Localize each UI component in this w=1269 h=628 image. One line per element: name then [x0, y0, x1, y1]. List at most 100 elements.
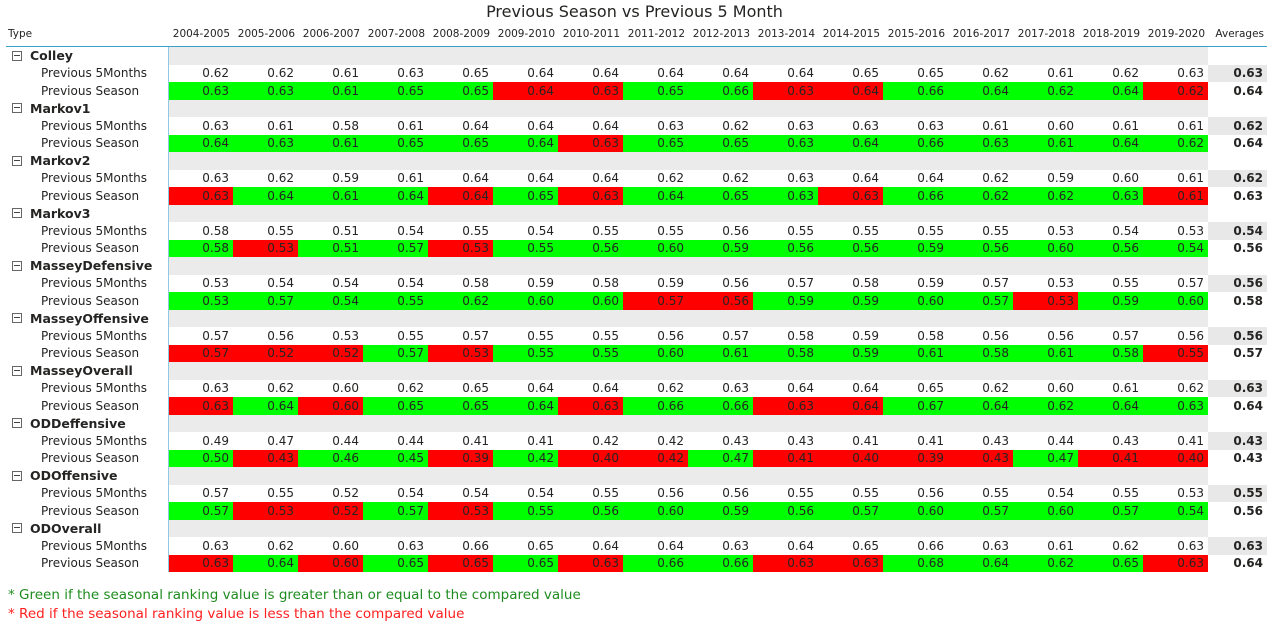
value-cell[interactable]: 0.65	[917, 66, 944, 81]
value-cell[interactable]: 0.66	[917, 538, 944, 553]
value-cell[interactable]: 0.41	[917, 433, 944, 448]
value-cell[interactable]: 0.61	[883, 344, 948, 362]
value-cell[interactable]: 0.63	[753, 82, 818, 100]
value-cell[interactable]: 0.62	[267, 66, 294, 81]
value-cell[interactable]: 0.52	[233, 344, 298, 362]
value-cell[interactable]: 0.56	[753, 502, 818, 520]
value-cell[interactable]: 0.57	[982, 276, 1009, 291]
value-cell[interactable]: 0.41	[1177, 433, 1204, 448]
value-cell[interactable]: 0.47	[688, 449, 753, 467]
value-cell[interactable]: 0.53	[1047, 276, 1074, 291]
value-cell[interactable]: 0.40	[1143, 449, 1208, 467]
row-label[interactable]: Previous Season	[6, 449, 169, 467]
value-cell[interactable]: 0.63	[722, 381, 749, 396]
value-cell[interactable]: 0.43	[1112, 433, 1139, 448]
value-cell[interactable]: 0.62	[202, 66, 229, 81]
value-cell[interactable]: 0.64	[592, 118, 619, 133]
value-cell[interactable]: 0.64	[592, 381, 619, 396]
value-cell[interactable]: 0.59	[917, 276, 944, 291]
value-cell[interactable]: 0.61	[397, 171, 424, 186]
value-cell[interactable]: 0.59	[753, 292, 818, 310]
collapse-icon[interactable]	[12, 260, 22, 271]
value-cell[interactable]: 0.55	[787, 486, 814, 501]
value-cell[interactable]: 0.59	[1078, 292, 1143, 310]
value-cell[interactable]: 0.60	[1013, 502, 1078, 520]
value-cell[interactable]: 0.62	[1143, 134, 1208, 152]
row-label[interactable]: Previous Season	[6, 502, 169, 520]
value-cell[interactable]: 0.66	[623, 554, 688, 572]
value-cell[interactable]: 0.61	[1177, 171, 1204, 186]
value-cell[interactable]: 0.55	[493, 502, 558, 520]
value-cell[interactable]: 0.56	[1047, 328, 1074, 343]
value-cell[interactable]: 0.63	[787, 118, 814, 133]
value-cell[interactable]: 0.64	[787, 381, 814, 396]
value-cell[interactable]: 0.61	[982, 118, 1009, 133]
value-cell[interactable]: 0.40	[558, 449, 623, 467]
value-cell[interactable]: 0.55	[397, 328, 424, 343]
season-column-header[interactable]: 2009-2010	[493, 22, 558, 47]
average-cell[interactable]: 0.43	[1233, 451, 1263, 466]
value-cell[interactable]: 0.55	[982, 486, 1009, 501]
value-cell[interactable]: 0.55	[592, 223, 619, 238]
value-cell[interactable]: 0.57	[1177, 276, 1204, 291]
value-cell[interactable]: 0.61	[688, 344, 753, 362]
value-cell[interactable]: 0.60	[332, 538, 359, 553]
row-label[interactable]: Previous Season	[6, 82, 169, 100]
average-cell[interactable]: 0.64	[1233, 136, 1263, 151]
value-cell[interactable]: 0.62	[267, 171, 294, 186]
value-cell[interactable]: 0.55	[592, 328, 619, 343]
value-cell[interactable]: 0.54	[527, 486, 554, 501]
value-cell[interactable]: 0.51	[298, 239, 363, 257]
value-cell[interactable]: 0.63	[722, 538, 749, 553]
value-cell[interactable]: 0.59	[657, 276, 684, 291]
value-cell[interactable]: 0.59	[852, 328, 879, 343]
value-cell[interactable]: 0.60	[1047, 118, 1074, 133]
value-cell[interactable]: 0.65	[462, 381, 489, 396]
value-cell[interactable]: 0.65	[852, 538, 879, 553]
value-cell[interactable]: 0.63	[168, 82, 233, 100]
value-cell[interactable]: 0.54	[397, 486, 424, 501]
season-column-header[interactable]: 2004-2005	[168, 22, 233, 47]
value-cell[interactable]: 0.66	[462, 538, 489, 553]
value-cell[interactable]: 0.64	[1078, 397, 1143, 415]
value-cell[interactable]: 0.62	[428, 292, 493, 310]
value-cell[interactable]: 0.62	[948, 187, 1013, 205]
value-cell[interactable]: 0.58	[1078, 344, 1143, 362]
value-cell[interactable]: 0.61	[298, 134, 363, 152]
value-cell[interactable]: 0.63	[818, 187, 883, 205]
season-column-header[interactable]: 2006-2007	[298, 22, 363, 47]
value-cell[interactable]: 0.62	[722, 171, 749, 186]
average-cell[interactable]: 0.43	[1208, 432, 1267, 450]
value-cell[interactable]: 0.55	[1143, 344, 1208, 362]
value-cell[interactable]: 0.53	[428, 502, 493, 520]
value-cell[interactable]: 0.56	[558, 239, 623, 257]
value-cell[interactable]: 0.65	[852, 66, 879, 81]
value-cell[interactable]: 0.63	[168, 397, 233, 415]
value-cell[interactable]: 0.41	[462, 433, 489, 448]
average-cell[interactable]: 0.56	[1208, 327, 1267, 345]
value-cell[interactable]: 0.61	[298, 82, 363, 100]
row-label[interactable]: Previous 5Months	[6, 169, 169, 187]
value-cell[interactable]: 0.59	[527, 276, 554, 291]
value-cell[interactable]: 0.59	[688, 239, 753, 257]
collapse-icon[interactable]	[12, 313, 22, 324]
value-cell[interactable]: 0.61	[1112, 118, 1139, 133]
row-label[interactable]: Previous 5Months	[6, 327, 169, 345]
average-cell[interactable]: 0.56	[1233, 503, 1263, 518]
value-cell[interactable]: 0.55	[267, 223, 294, 238]
value-cell[interactable]: 0.51	[332, 223, 359, 238]
value-cell[interactable]: 0.57	[1112, 328, 1139, 343]
value-cell[interactable]: 0.63	[852, 118, 879, 133]
value-cell[interactable]: 0.54	[1112, 223, 1139, 238]
value-cell[interactable]: 0.60	[623, 344, 688, 362]
group-header[interactable]: ODOverall	[6, 519, 169, 537]
value-cell[interactable]: 0.55	[592, 486, 619, 501]
value-cell[interactable]: 0.64	[493, 397, 558, 415]
value-cell[interactable]: 0.50	[168, 449, 233, 467]
value-cell[interactable]: 0.60	[493, 292, 558, 310]
value-cell[interactable]: 0.64	[722, 66, 749, 81]
value-cell[interactable]: 0.57	[168, 344, 233, 362]
value-cell[interactable]: 0.62	[722, 118, 749, 133]
value-cell[interactable]: 0.63	[753, 134, 818, 152]
value-cell[interactable]: 0.63	[233, 82, 298, 100]
